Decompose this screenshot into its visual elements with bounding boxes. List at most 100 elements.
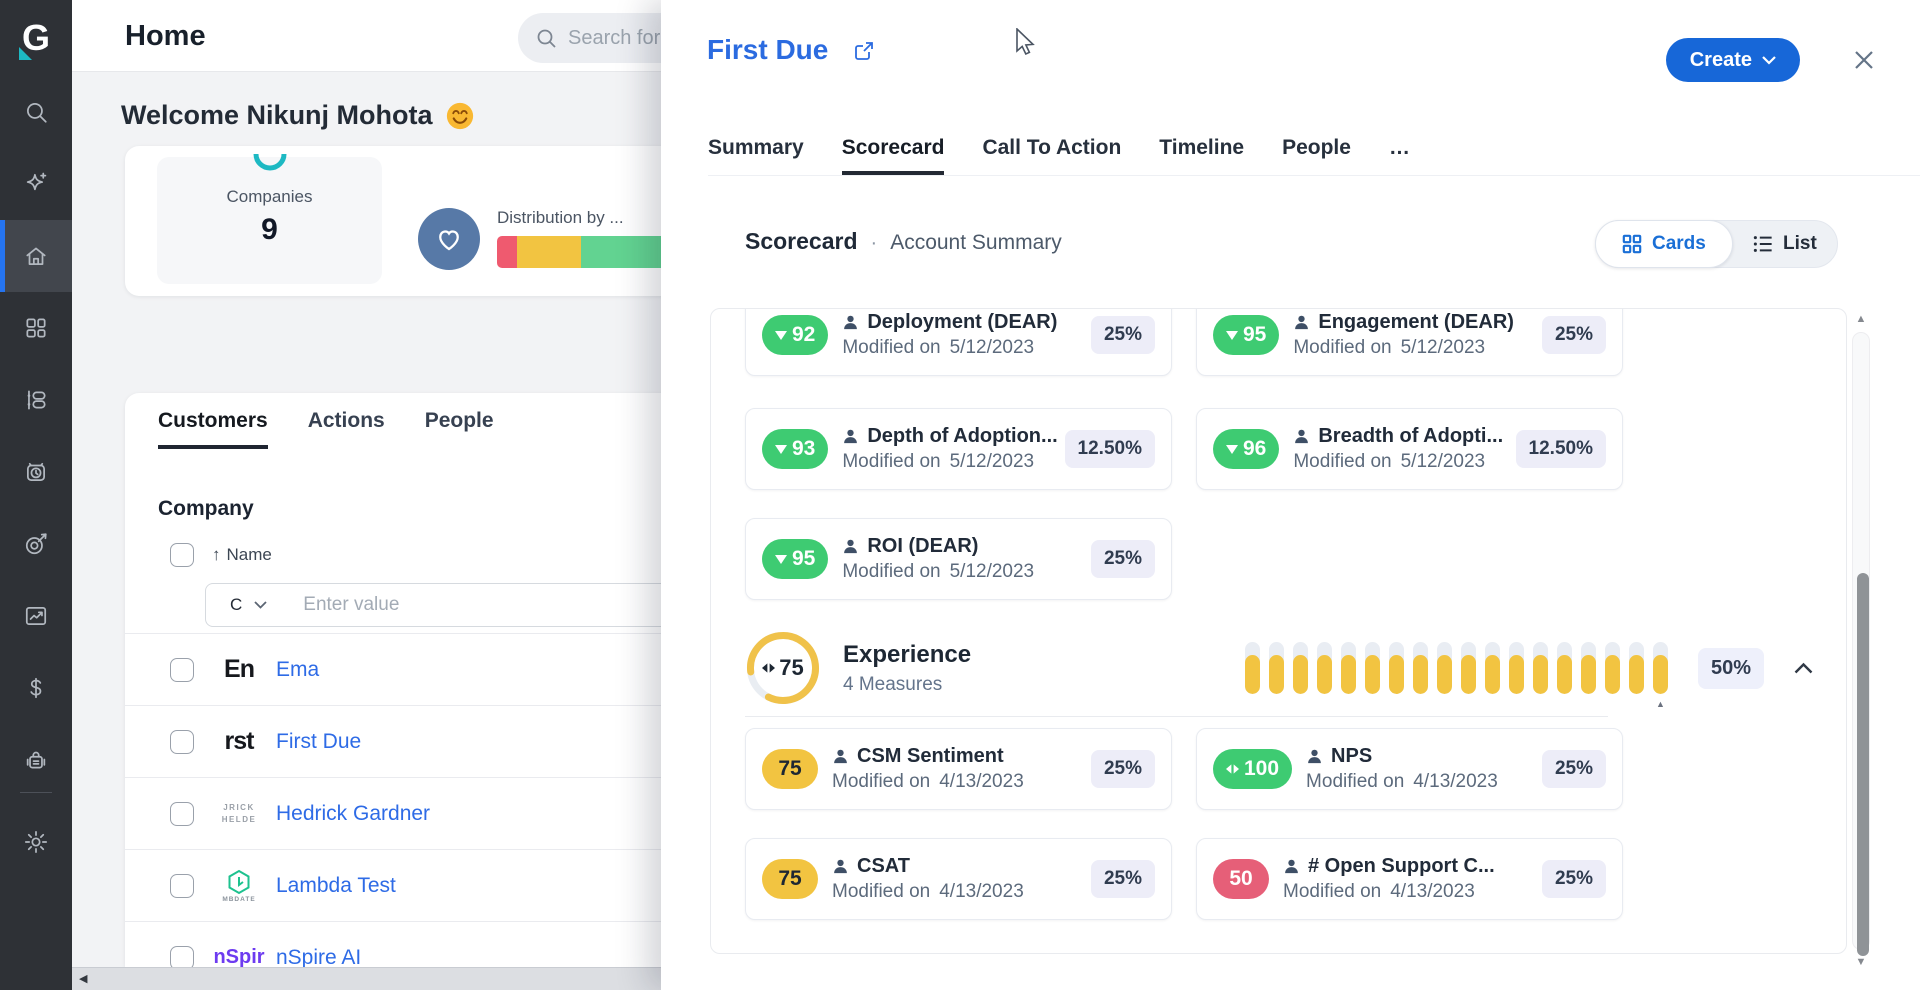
scroll-down-icon[interactable]: ▼	[1855, 956, 1867, 968]
logo-line: HELDE	[221, 814, 257, 824]
company-row[interactable]: MBDATE Lambda Test	[125, 849, 765, 921]
measure-card[interactable]: 92 Deployment (DEAR) Modified on 5/12/202…	[745, 309, 1172, 376]
sidebar-item-dashboard-grid[interactable]	[0, 292, 72, 364]
scrollbar-track[interactable]	[1852, 332, 1870, 956]
current-period-marker-icon: ▲	[1656, 699, 1665, 709]
name-column-label: Name	[226, 545, 272, 564]
create-button[interactable]: Create	[1665, 38, 1800, 82]
measure-card[interactable]: 75 CSM Sentiment Modified on 4/13/2023 25…	[745, 728, 1172, 810]
modified-prefix: Modified on	[832, 771, 931, 792]
score-value: 75	[778, 867, 802, 890]
home-tab-people[interactable]: People	[424, 409, 494, 432]
view-toggle-cards[interactable]: Cards	[1595, 219, 1733, 268]
score-value: 92	[792, 323, 816, 346]
distribution-label: Distribution by ...	[497, 208, 624, 227]
company-name-link[interactable]: nSpire AI	[276, 945, 362, 968]
breadcrumb: Scorecard · Account Summary	[745, 228, 1062, 255]
weight-badge: 25%	[1090, 860, 1155, 898]
mouse-cursor-icon	[1013, 28, 1037, 60]
sidebar-item-dollar[interactable]	[0, 652, 72, 724]
measure-title: NPS	[1331, 745, 1373, 767]
measure-card[interactable]: 96 Breadth of Adopti... Modified on 5/12/…	[1196, 408, 1623, 490]
measure-card[interactable]: 75 CSAT Modified on 4/13/2023 25%	[745, 838, 1172, 920]
sidebar-item-home[interactable]	[0, 220, 72, 292]
company-row[interactable]: JRICK HELDE Hedrick Gardner	[125, 777, 765, 849]
overlay-tab-timeline[interactable]: Timeline	[1159, 136, 1245, 159]
score-value: 75	[778, 757, 802, 780]
sidebar-item-gear[interactable]	[0, 806, 72, 878]
history-bar-fill	[1436, 655, 1452, 694]
overlay-tab-scorecard[interactable]: Scorecard	[841, 106, 945, 175]
measure-card[interactable]: 93 Depth of Adoption... Modified on 5/12/…	[745, 408, 1172, 490]
sidebar-item-trend-chart[interactable]	[0, 580, 72, 652]
vertical-scrollbar[interactable]: ▲ ▼	[1851, 310, 1871, 972]
measure-text: ROI (DEAR) Modified on 5/12/2023	[842, 535, 1034, 583]
sidebar-item-journey-nodes[interactable]	[0, 364, 72, 436]
row-checkbox[interactable]	[170, 873, 194, 898]
chevron-down-icon[interactable]	[254, 601, 267, 609]
history-bar-fill	[1652, 655, 1668, 694]
history-bar	[1364, 642, 1380, 694]
search-icon	[534, 26, 558, 50]
company-row[interactable]: En Ema	[125, 633, 765, 705]
measure-card[interactable]: 100 NPS Modified on 4/13/2023 25%	[1196, 728, 1623, 810]
score-pill: 96	[1213, 429, 1280, 469]
overlay-tab-call-to-action[interactable]: Call To Action	[982, 136, 1122, 159]
company-name-link[interactable]: First Due	[276, 729, 362, 753]
scroll-up-icon[interactable]: ▲	[1855, 313, 1867, 325]
close-icon[interactable]	[1852, 48, 1876, 72]
view-toggle-list[interactable]: List	[1733, 233, 1837, 255]
company-name-link[interactable]: Lambda Test	[276, 873, 396, 897]
overlay-tab-people[interactable]: People	[1282, 136, 1351, 159]
company-name-link[interactable]: Hedrick Gardner	[276, 801, 431, 825]
companies-stat-tile[interactable]: Companies 9	[157, 154, 382, 284]
home-tab-customers[interactable]: Customers	[158, 409, 268, 449]
person-icon	[832, 748, 849, 765]
measure-card[interactable]: 50 # Open Support C... Modified on 4/13/2…	[1196, 838, 1623, 920]
select-all-checkbox[interactable]	[170, 543, 194, 567]
row-checkbox[interactable]	[170, 657, 194, 682]
trend-down-icon	[775, 330, 787, 340]
overlay-tab-more[interactable]: …	[1388, 136, 1410, 159]
logo-line: JRICK	[223, 802, 255, 812]
row-checkbox[interactable]	[170, 801, 194, 826]
home-tab-actions[interactable]: Actions	[307, 409, 385, 432]
overlay-tab-summary[interactable]: Summary	[708, 136, 804, 159]
measure-text: Deployment (DEAR) Modified on 5/12/2023	[842, 311, 1057, 359]
row-checkbox[interactable]	[170, 945, 194, 967]
company-table-body: En Ema rst First Due JRICK HELDE Hedrick Ga…	[125, 633, 765, 967]
external-link-icon[interactable]	[853, 40, 875, 62]
measure-card-row: 75 CSAT Modified on 4/13/2023 25% 50 # Op…	[745, 838, 1846, 920]
scroll-left-icon[interactable]: ◀	[79, 972, 88, 985]
history-bar	[1316, 642, 1332, 694]
measure-text: CSM Sentiment Modified on 4/13/2023	[832, 745, 1024, 793]
modified-date: 5/12/2023	[1400, 451, 1486, 472]
score-pill: 100	[1213, 749, 1293, 789]
sidebar-item-target-goal[interactable]	[0, 508, 72, 580]
overlay-company-title[interactable]: First Due	[707, 34, 829, 65]
measure-card[interactable]: 95 ROI (DEAR) Modified on 5/12/2023 25%	[745, 518, 1172, 600]
scrollbar-thumb[interactable]	[1857, 573, 1869, 956]
weight-badge: 25%	[1541, 860, 1606, 898]
weight-badge: 25%	[1541, 750, 1606, 788]
app-logo[interactable]: G	[0, 0, 72, 76]
score-value: 100	[1244, 757, 1280, 780]
chevron-up-icon[interactable]	[1794, 662, 1813, 674]
measure-modified: Modified on 5/12/2023	[842, 561, 1034, 583]
measure-title-row: NPS	[1306, 745, 1498, 768]
dashboard-grid-icon	[23, 315, 49, 341]
sidebar-item-briefcase[interactable]	[0, 724, 72, 796]
sidebar-item-search[interactable]	[0, 76, 72, 148]
measure-card[interactable]: 95 Engagement (DEAR) Modified on 5/12/202…	[1196, 309, 1623, 376]
filter-operator[interactable]: C	[230, 595, 243, 614]
experience-score: 75	[745, 630, 821, 706]
company-row[interactable]: rst First Due	[125, 705, 765, 777]
filter-value-input[interactable]	[303, 594, 604, 616]
measure-card-row: 95 ROI (DEAR) Modified on 5/12/2023 25%	[745, 518, 1846, 600]
company-row[interactable]: nSpir nSpire AI	[125, 921, 765, 967]
company-name-link[interactable]: Ema	[276, 657, 320, 681]
name-column-header[interactable]: ↑ Name	[212, 545, 272, 565]
row-checkbox[interactable]	[170, 729, 194, 754]
sidebar-item-timer-clock[interactable]	[0, 436, 72, 508]
sidebar-item-sparkle-ai[interactable]	[0, 148, 72, 220]
